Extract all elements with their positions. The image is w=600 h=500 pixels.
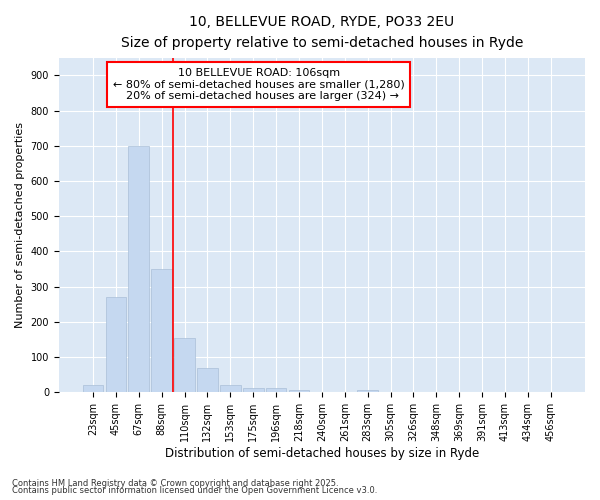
Text: Contains public sector information licensed under the Open Government Licence v3: Contains public sector information licen… [12,486,377,495]
Bar [128,146,149,392]
Bar [83,386,103,392]
Title: 10, BELLEVUE ROAD, RYDE, PO33 2EU
Size of property relative to semi-detached hou: 10, BELLEVUE ROAD, RYDE, PO33 2EU Size o… [121,15,523,50]
Bar [358,390,378,392]
Bar [289,390,309,392]
Y-axis label: Number of semi-detached properties: Number of semi-detached properties [15,122,25,328]
Bar [151,269,172,392]
X-axis label: Distribution of semi-detached houses by size in Ryde: Distribution of semi-detached houses by … [165,447,479,460]
Bar [197,368,218,392]
Bar [266,388,286,392]
Bar [243,388,263,392]
Bar [220,384,241,392]
Text: Contains HM Land Registry data © Crown copyright and database right 2025.: Contains HM Land Registry data © Crown c… [12,478,338,488]
Text: 10 BELLEVUE ROAD: 106sqm
← 80% of semi-detached houses are smaller (1,280)
  20%: 10 BELLEVUE ROAD: 106sqm ← 80% of semi-d… [113,68,404,101]
Bar [174,338,195,392]
Bar [106,297,126,392]
